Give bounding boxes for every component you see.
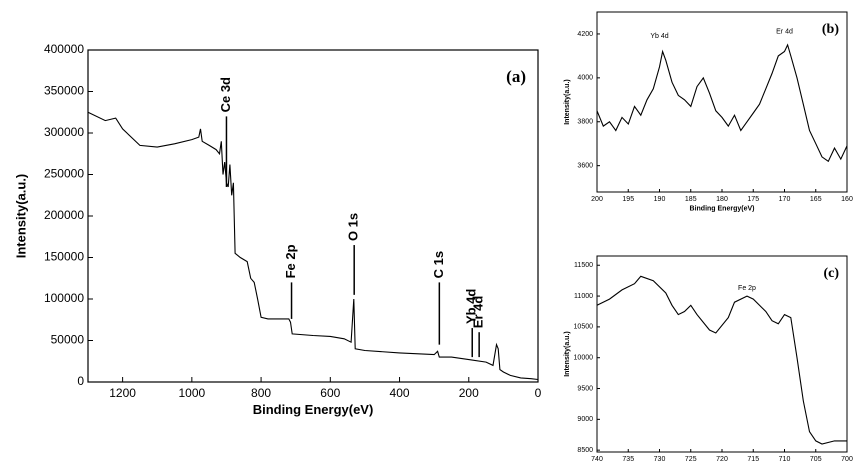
annotation: Er 4d [776, 29, 793, 36]
x-tick-label: 180 [716, 196, 728, 203]
y-tick-label: 400000 [44, 42, 84, 56]
x-tick-label: 710 [779, 456, 791, 463]
x-tick-label: 730 [654, 456, 666, 463]
x-tick-label: 165 [810, 196, 822, 203]
x-tick-label: 200 [459, 386, 479, 400]
y-tick-label: 100000 [44, 291, 84, 305]
y-tick-label: 9500 [577, 385, 593, 392]
plot-frame [596, 255, 848, 453]
y-tick-label: 3800 [577, 119, 593, 126]
data-line [596, 43, 848, 163]
y-tick-label: 150000 [44, 250, 84, 264]
plot-frame [596, 11, 848, 193]
x-tick-label: 800 [251, 386, 271, 400]
y-axis-label: Intensity(a.u.) [564, 79, 571, 125]
data-line [596, 275, 847, 445]
annotation: Yb 4d [650, 33, 668, 40]
y-tick-label: 300000 [44, 125, 84, 139]
x-tick-label: 715 [747, 456, 759, 463]
x-tick-label: 720 [716, 456, 728, 463]
x-tick-label: 1000 [178, 386, 205, 400]
y-tick-label: 4200 [577, 31, 593, 38]
x-tick-label: 160 [841, 196, 853, 203]
x-tick-label: 700 [841, 456, 853, 463]
x-axis-label: Binding Energy(eV) [253, 402, 374, 417]
x-tick-label: 175 [747, 196, 759, 203]
annotation: Ce 3d [218, 77, 233, 112]
x-tick-label: 400 [390, 386, 410, 400]
annotation: Yb 4d [464, 289, 479, 324]
x-tick-label: 740 [591, 456, 603, 463]
panel-label: (a) [506, 67, 526, 86]
y-tick-label: 11000 [574, 293, 593, 300]
y-axis-label: Intensity(a.u.) [564, 331, 571, 377]
x-tick-label: 195 [622, 196, 634, 203]
y-tick-label: 3600 [577, 163, 593, 170]
x-tick-label: 705 [810, 456, 822, 463]
y-tick-label: 250000 [44, 167, 84, 181]
y-tick-label: 350000 [44, 84, 84, 98]
x-tick-label: 170 [779, 196, 791, 203]
x-tick-label: 1200 [109, 386, 136, 400]
annotation: Er 4d [471, 296, 486, 329]
y-tick-label: 11500 [574, 262, 593, 269]
y-tick-label: 200000 [44, 208, 84, 222]
x-tick-label: 200 [591, 196, 603, 203]
y-tick-label: 9000 [577, 416, 593, 423]
x-tick-label: 0 [535, 386, 542, 400]
plot-frame [87, 49, 539, 383]
y-tick-label: 0 [77, 374, 84, 388]
y-tick-label: 50000 [51, 333, 85, 347]
x-tick-label: 600 [320, 386, 340, 400]
panel-label: (c) [823, 266, 839, 281]
x-axis-label: Binding Energy(eV) [690, 206, 755, 213]
y-tick-label: 10000 [574, 355, 594, 362]
panel-label: (b) [822, 22, 839, 37]
annotation: Fe 2p [283, 244, 298, 278]
annotation: Fe 2p [738, 285, 756, 292]
x-tick-label: 185 [685, 196, 697, 203]
x-tick-label: 735 [622, 456, 634, 463]
y-tick-label: 8500 [577, 447, 593, 454]
y-tick-label: 10500 [574, 324, 594, 331]
data-line [87, 111, 539, 381]
annotation: O 1s [346, 213, 361, 241]
annotation: C 1s [431, 251, 446, 278]
y-tick-label: 4000 [577, 75, 593, 82]
x-tick-label: 190 [654, 196, 666, 203]
x-tick-label: 725 [685, 456, 697, 463]
y-axis-label: Intensity(a.u.) [13, 174, 28, 259]
